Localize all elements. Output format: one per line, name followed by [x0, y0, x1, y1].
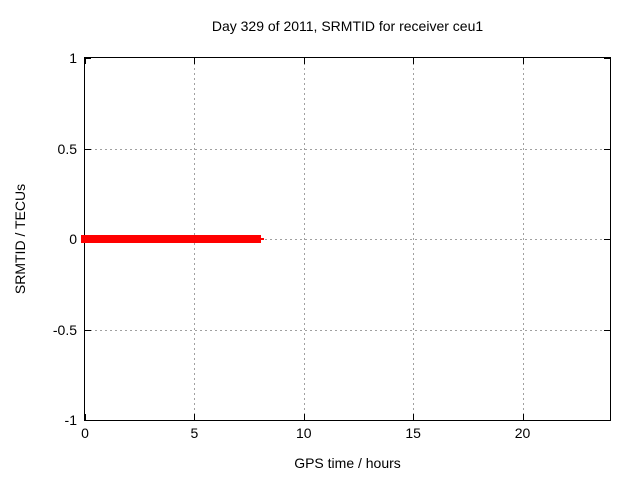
x-tick-mark-top — [413, 58, 415, 64]
x-tick-mark — [85, 414, 86, 420]
x-tick-mark — [413, 414, 415, 420]
chart-title: Day 329 of 2011, SRMTID for receiver ceu… — [211, 18, 484, 34]
x-axis-label: GPS time / hours — [294, 455, 401, 471]
x-tick-mark — [303, 414, 305, 420]
y-tick-label: -1 — [64, 412, 77, 428]
y-tick-label: 0 — [69, 231, 77, 247]
x-tick-label: 0 — [81, 425, 89, 441]
y-axis-label-wrap: SRMTID / TECUs — [10, 57, 30, 421]
y-tick-mark-right — [604, 329, 610, 331]
y-tick-mark-right — [604, 148, 610, 150]
y-grid-line — [85, 239, 610, 240]
x-tick-label: 5 — [190, 425, 199, 441]
y-tick-mark-right — [604, 420, 610, 421]
plot-area — [81, 57, 611, 421]
x-tick-mark — [522, 414, 524, 420]
x-tick-mark — [194, 414, 196, 420]
y-tick-label: 1 — [69, 50, 77, 66]
series-segment — [261, 238, 265, 240]
x-tick-label: 20 — [514, 425, 531, 441]
x-tick-mark-top — [194, 58, 196, 64]
x-tick-label: 15 — [405, 425, 421, 441]
series-segment — [81, 235, 262, 243]
y-tick-label: -0.5 — [52, 321, 77, 338]
y-grid-line — [85, 148, 610, 150]
y-tick-mark — [85, 329, 91, 331]
y-grid-line — [85, 329, 610, 331]
y-tick-mark-right — [604, 58, 610, 59]
x-tick-mark-top — [522, 58, 524, 64]
x-tick-mark-top — [303, 58, 305, 64]
y-axis-label: SRMTID / TECUs — [12, 183, 29, 295]
x-tick-label: 10 — [295, 425, 312, 441]
y-tick-label: 0.5 — [57, 140, 77, 157]
y-tick-mark-right — [604, 239, 610, 240]
y-tick-mark — [85, 58, 91, 59]
x-tick-mark-top — [85, 58, 86, 64]
y-tick-mark — [85, 420, 91, 421]
y-tick-mark — [85, 148, 91, 150]
